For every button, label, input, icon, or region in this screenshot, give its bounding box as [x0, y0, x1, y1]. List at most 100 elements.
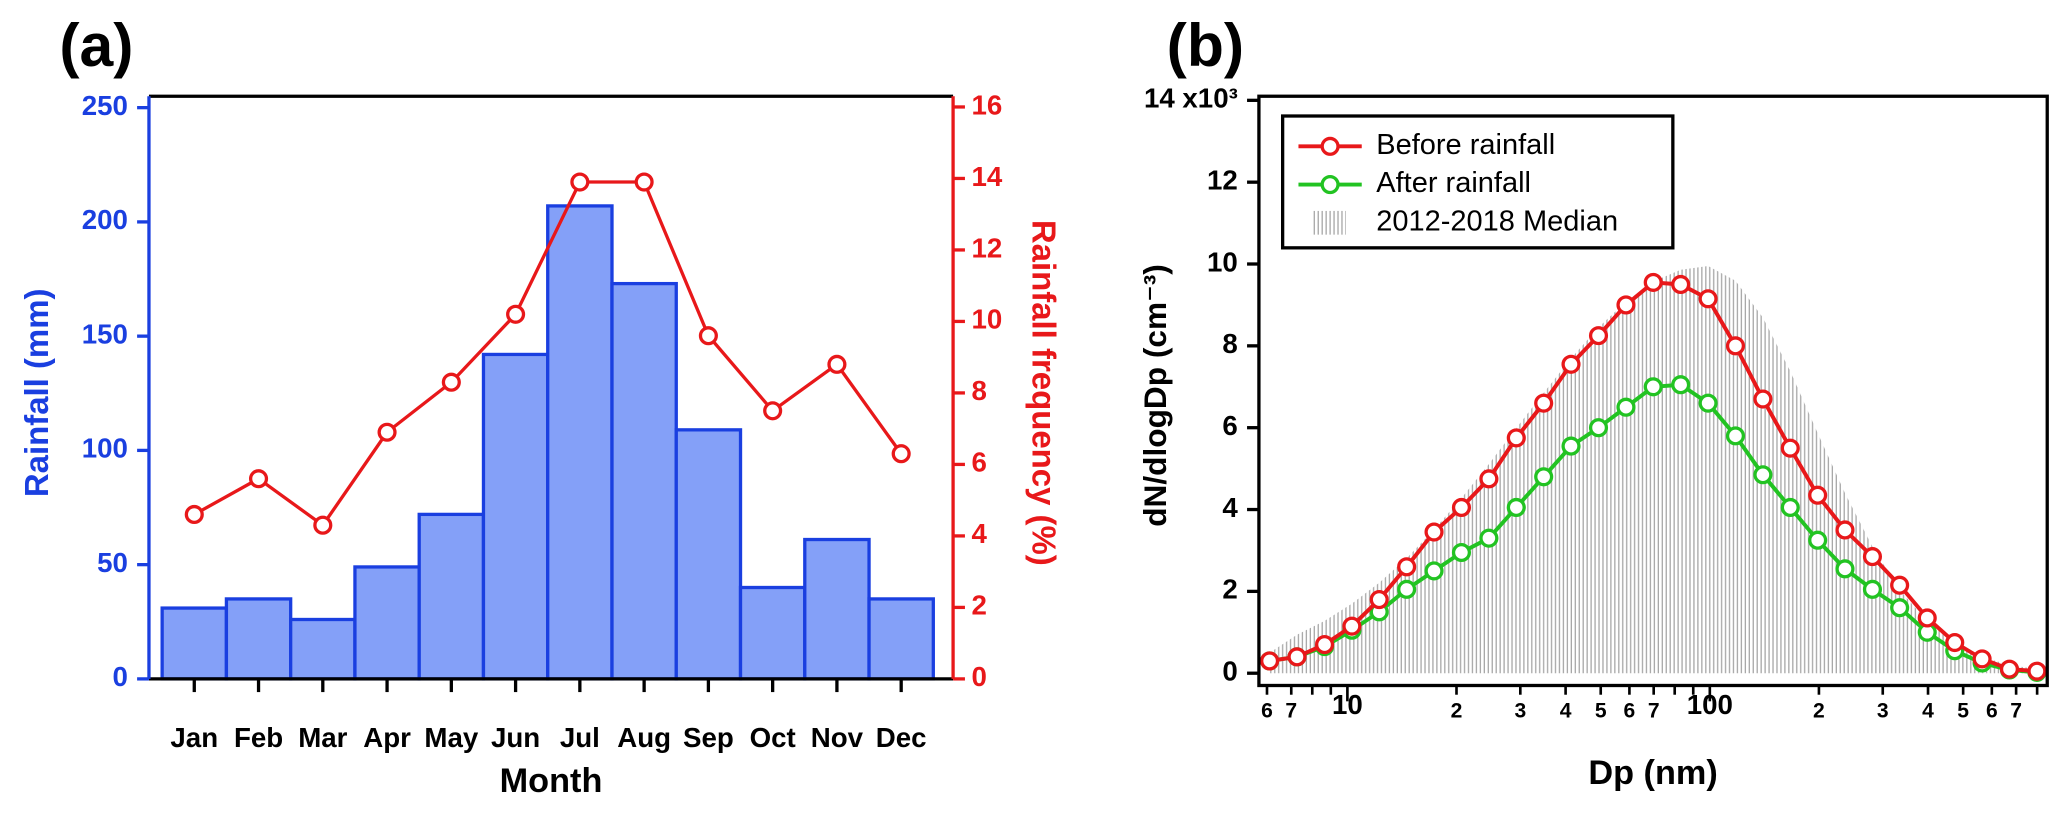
y2-tick-label: 4 — [972, 518, 988, 549]
legend-marker — [1320, 136, 1340, 156]
marker — [1397, 557, 1417, 577]
bar — [674, 428, 743, 681]
marker — [1534, 393, 1554, 413]
marker — [313, 515, 333, 535]
marker — [248, 469, 269, 489]
x-tick-label: 2 — [1813, 699, 1825, 722]
marker — [1616, 397, 1636, 417]
x-tick-label: Aug — [617, 722, 671, 753]
marker — [1780, 497, 1800, 518]
marker — [1643, 377, 1663, 397]
bar — [353, 565, 421, 681]
legend-box — [1280, 114, 1675, 250]
y-tick-label: 200 — [82, 204, 128, 235]
x-tick-label: May — [424, 722, 478, 753]
y-tick-label: 6 — [1222, 410, 1237, 441]
marker — [2027, 661, 2047, 681]
y-axis-label: dN/dlogDp (cm⁻³) — [1137, 264, 1173, 527]
marker — [1972, 649, 1992, 669]
marker — [1835, 559, 1855, 579]
x-tick-label: Feb — [234, 722, 283, 753]
marker — [1808, 485, 1828, 505]
marker — [1725, 426, 1746, 446]
x-axis-label: Dp (nm) — [1588, 754, 1717, 792]
x-axis-label: Month — [500, 762, 603, 800]
marker — [1451, 542, 1472, 563]
y-axis-label: Rainfall (mm) — [18, 289, 55, 498]
x-tick-label: 10 — [1332, 689, 1363, 720]
y2-tick-label: 16 — [972, 89, 1003, 120]
marker — [891, 444, 911, 464]
x-tick-label: 5 — [1957, 699, 1969, 722]
marker — [1424, 522, 1444, 542]
marker — [1506, 497, 1526, 518]
line — [193, 180, 903, 528]
marker — [1342, 616, 1362, 636]
x-tick-label: 4 — [1560, 699, 1572, 722]
bar — [481, 352, 550, 681]
marker — [1287, 647, 1307, 667]
x-tick-label: Jan — [170, 722, 218, 753]
marker — [184, 504, 204, 525]
x-tick-label: Jun — [491, 722, 540, 753]
marker — [377, 422, 397, 442]
marker — [1588, 326, 1609, 346]
x-tick-label: 5 — [1595, 699, 1607, 722]
x-tick-label: Oct — [750, 722, 796, 753]
y-tick-label: 0 — [112, 661, 127, 692]
marker — [1890, 575, 1910, 595]
marker — [1506, 428, 1526, 448]
y-tick-label: 0 — [1222, 656, 1237, 687]
bar — [289, 617, 357, 681]
marker — [1315, 635, 1335, 655]
marker — [1780, 438, 1800, 458]
y2-tick-label: 10 — [972, 304, 1003, 335]
marker — [1917, 608, 1937, 628]
y-tick-label: 100 — [82, 433, 128, 464]
marker — [1561, 436, 1581, 456]
marker — [1561, 354, 1581, 374]
x-tick-label: 2 — [1451, 699, 1463, 722]
legend-label: Before rainfall — [1376, 129, 1555, 161]
x-tick-label: 6 — [1261, 699, 1273, 722]
chart-title: (a) — [59, 11, 133, 79]
y2-tick-label: 2 — [972, 590, 987, 621]
bar — [224, 597, 293, 681]
x-tick-label: 7 — [1285, 699, 1297, 722]
bar — [160, 606, 229, 681]
marker — [1725, 336, 1746, 356]
marker — [827, 354, 847, 374]
marker — [1890, 598, 1910, 618]
y2-tick-label: 6 — [972, 447, 987, 478]
y-tick-label: 12 — [1207, 164, 1238, 195]
y2-tick-label: 8 — [972, 375, 987, 406]
x-tick-label: 3 — [1514, 699, 1526, 722]
x-tick-label: 4 — [1922, 699, 1934, 722]
x-tick-label: Mar — [298, 722, 347, 753]
marker — [763, 401, 783, 421]
marker — [698, 326, 718, 346]
marker — [1698, 289, 1718, 309]
marker — [570, 172, 590, 192]
bar — [867, 597, 935, 681]
marker — [1862, 579, 1883, 599]
y-tick-label: 50 — [97, 547, 128, 578]
y-tick-label: 2 — [1222, 574, 1237, 605]
y2-tick-label: 14 — [972, 161, 1003, 192]
x-tick-label: 7 — [2010, 699, 2022, 722]
bar — [417, 512, 486, 681]
y-tick-label: 8 — [1222, 328, 1237, 359]
marker — [1479, 528, 1499, 548]
marker — [1369, 589, 1389, 610]
marker — [441, 372, 461, 392]
y-tick-label: 10 — [1207, 246, 1238, 277]
x-tick-label: Nov — [811, 722, 864, 753]
marker — [1753, 465, 1773, 485]
marker — [1479, 469, 1499, 489]
x-tick-label: Jul — [560, 722, 600, 753]
marker — [1698, 393, 1718, 413]
marker — [1451, 497, 1472, 518]
legend-marker — [1320, 175, 1340, 195]
bar — [803, 537, 871, 681]
